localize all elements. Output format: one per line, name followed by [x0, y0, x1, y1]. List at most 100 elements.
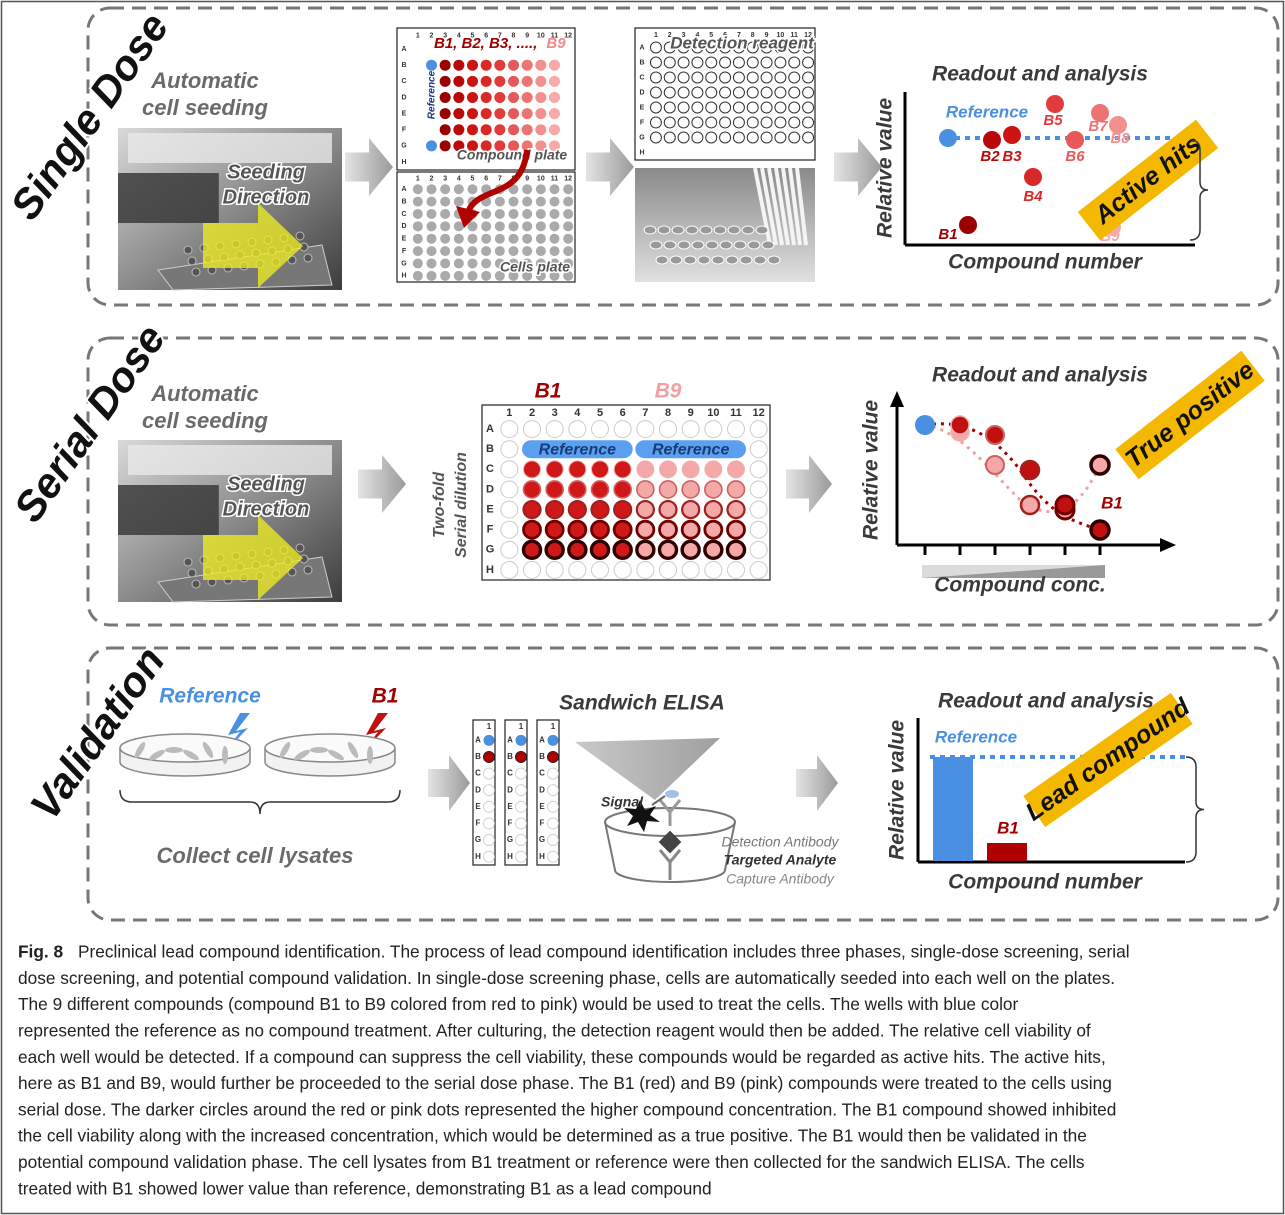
well — [535, 76, 546, 87]
well — [614, 461, 631, 478]
photo-well — [184, 558, 192, 566]
well — [660, 521, 677, 538]
well — [548, 751, 559, 762]
well — [705, 561, 722, 578]
well — [481, 60, 492, 71]
well — [494, 108, 505, 119]
well — [789, 132, 800, 143]
well — [761, 72, 772, 83]
well — [546, 501, 563, 518]
machine-slot — [118, 173, 219, 223]
well — [454, 184, 464, 194]
pink-dot — [1091, 456, 1109, 474]
column-label: 4 — [457, 175, 461, 182]
well — [454, 246, 464, 256]
caption-text: The 9 different compounds (compound B1 t… — [18, 994, 1019, 1014]
column-label: 7 — [642, 407, 648, 419]
well — [569, 541, 586, 558]
well — [468, 246, 478, 256]
row-label: B — [401, 198, 406, 205]
axis-title: Relative value — [860, 400, 883, 540]
well — [706, 87, 717, 98]
well — [440, 108, 451, 119]
well — [548, 835, 559, 846]
well — [481, 209, 491, 219]
brace — [1186, 757, 1204, 862]
well — [637, 501, 654, 518]
well — [546, 521, 563, 538]
cell — [310, 747, 328, 753]
well — [508, 108, 519, 119]
row-label: B — [507, 752, 513, 761]
row-label: C — [475, 769, 481, 778]
dilution-label: Serial dilution — [453, 452, 470, 558]
well — [563, 234, 573, 244]
photo-well — [672, 226, 684, 234]
well — [706, 102, 717, 113]
seeding-direction: Seeding — [227, 473, 305, 495]
reference-label: Reference — [935, 727, 1017, 746]
well — [427, 271, 437, 281]
well — [481, 124, 492, 135]
photo-well — [720, 241, 732, 249]
well — [501, 501, 518, 518]
compound-labels: B9 — [546, 35, 566, 52]
well — [664, 72, 675, 83]
row-label: G — [401, 143, 407, 150]
well — [453, 92, 464, 103]
well — [549, 124, 560, 135]
well — [592, 481, 609, 498]
compound-dot — [1003, 126, 1021, 144]
enzyme — [665, 790, 679, 798]
well — [524, 541, 541, 558]
readout-title: Readout and analysis — [938, 690, 1154, 713]
fit-curve — [925, 425, 1100, 512]
axis-title: Relative value — [874, 98, 897, 238]
well — [682, 561, 699, 578]
figure: Single DoseSerial DoseValidationAutomati… — [0, 0, 1285, 1215]
well — [692, 102, 703, 113]
well — [789, 117, 800, 128]
column-label: 12 — [564, 175, 572, 182]
well — [524, 501, 541, 518]
well — [803, 117, 814, 128]
compound-bar — [987, 843, 1027, 861]
row-label: G — [539, 835, 545, 844]
well — [720, 72, 731, 83]
well — [427, 209, 437, 219]
axis-title: Compound conc. — [934, 574, 1106, 597]
photo-well — [714, 226, 726, 234]
well — [413, 184, 423, 194]
photo-well — [742, 226, 754, 234]
well — [803, 87, 814, 98]
well — [467, 124, 478, 135]
row-label: E — [402, 236, 407, 243]
well — [484, 751, 495, 762]
well — [522, 60, 533, 71]
red-dot — [1021, 461, 1039, 479]
row-label: A — [486, 423, 494, 435]
well — [440, 184, 450, 194]
photo-well — [686, 226, 698, 234]
well — [508, 124, 519, 135]
well — [705, 481, 722, 498]
well — [682, 521, 699, 538]
column-label: 6 — [620, 407, 626, 419]
photo-well — [768, 256, 780, 264]
well — [440, 271, 450, 281]
column-label: 3 — [552, 407, 558, 419]
well — [546, 421, 563, 438]
well — [775, 132, 786, 143]
photo-well — [188, 257, 196, 265]
well — [733, 102, 744, 113]
well — [549, 108, 560, 119]
row-label: D — [486, 483, 494, 495]
well — [427, 221, 437, 231]
well — [569, 461, 586, 478]
compound-label: B5 — [1043, 112, 1063, 129]
well — [548, 818, 559, 829]
compound-label: B8 — [1110, 130, 1130, 147]
well — [481, 234, 491, 244]
well — [678, 102, 689, 113]
well — [550, 246, 560, 256]
